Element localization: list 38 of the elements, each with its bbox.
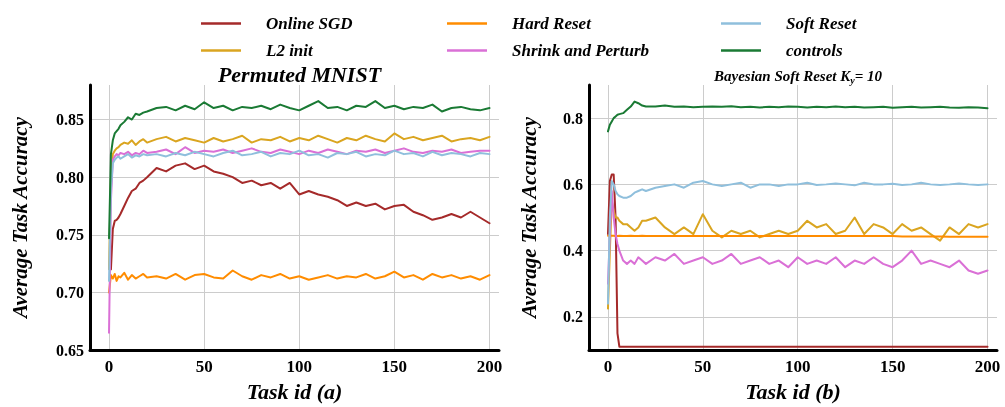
x-tick-label: 50: [195, 357, 213, 376]
x-axis-title: Task id (b): [745, 378, 841, 404]
y-tick-label: 0.75: [56, 226, 84, 244]
legend-label: Shrink and Perturb: [512, 41, 649, 60]
legend-label: Hard Reset: [511, 14, 593, 33]
y-tick-label: 0.4: [563, 242, 583, 260]
line-series: [108, 269, 491, 294]
x-tick-label: 0: [603, 357, 613, 376]
y-tick-label: 0.70: [56, 283, 84, 301]
line-series: [108, 149, 491, 282]
x-tick-label: 200: [974, 357, 1001, 376]
line-series: [109, 162, 491, 271]
y-tick-label: 0.85: [56, 111, 84, 129]
line-series: [606, 173, 989, 348]
y-axis-title: Average Task Accuracy: [7, 116, 32, 321]
y-tick-label: 0.2: [563, 308, 583, 326]
x-tick-label: 150: [879, 357, 906, 376]
x-tick-label: 150: [381, 357, 408, 376]
y-tick-label: 0.6: [563, 175, 583, 193]
legend-label: L2 init: [265, 41, 315, 60]
x-axis-title: Task id (a): [246, 378, 343, 404]
line-series: [108, 100, 491, 240]
x-tick-label: 0: [104, 357, 114, 376]
y-axis-title: Average Task Accuracy: [516, 116, 541, 321]
y-tick-label: 0.8: [563, 109, 583, 127]
legend-label: controls: [786, 41, 844, 60]
x-tick-label: 100: [784, 357, 811, 376]
x-tick-label: 100: [286, 357, 313, 376]
y-tick-label: 0.80: [56, 168, 84, 186]
x-tick-label: 50: [694, 357, 712, 376]
line-series: [606, 180, 989, 305]
y-tick-label: 0.65: [56, 341, 84, 359]
legend-label: Soft Reset: [786, 14, 858, 33]
legend-label: Online SGD: [266, 14, 353, 33]
line-series: [108, 146, 491, 334]
chart-title: Permuted MNIST: [216, 61, 383, 87]
line-series: [606, 100, 989, 133]
x-tick-label: 200: [476, 357, 503, 376]
